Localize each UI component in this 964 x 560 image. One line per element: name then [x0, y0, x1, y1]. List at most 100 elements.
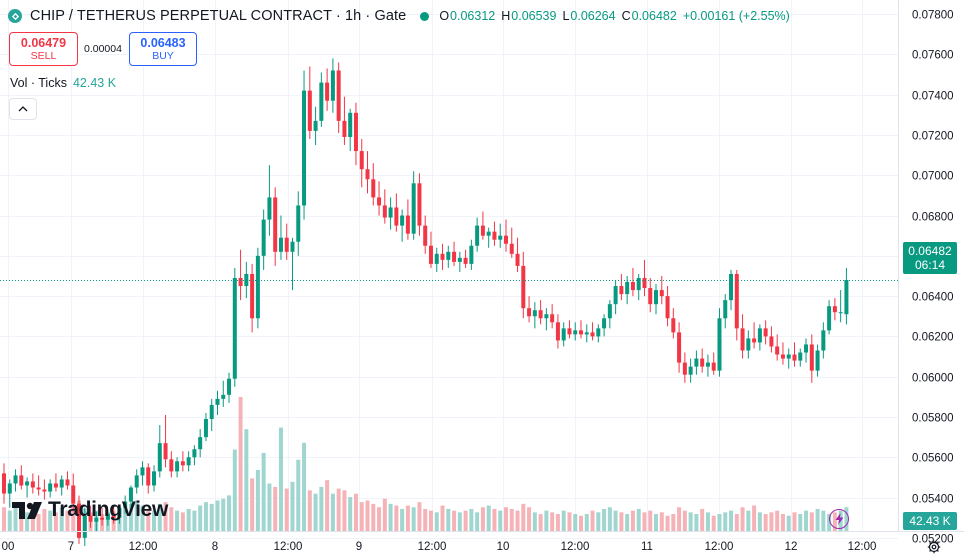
candle-body: [82, 515, 87, 538]
candle: [336, 62, 341, 133]
candle-body: [521, 265, 526, 309]
candle-body: [596, 328, 601, 337]
candle: [694, 350, 699, 375]
volume-bar: [503, 507, 508, 531]
candle: [717, 308, 722, 377]
volume-bar: [567, 512, 572, 531]
candle-body: [42, 489, 47, 492]
candle-body: [475, 225, 480, 246]
price-tick-label: 0.05400: [912, 494, 954, 506]
candle-body: [215, 398, 220, 405]
time-tick-label: 12: [785, 541, 798, 553]
flash-button[interactable]: [829, 509, 849, 529]
candle: [752, 322, 757, 349]
candle-body: [809, 344, 814, 371]
volume-legend[interactable]: Vol · Ticks 42.43 K: [10, 76, 116, 90]
collapse-legend-button[interactable]: [9, 98, 37, 120]
candle-body: [607, 304, 612, 319]
candle-body: [457, 257, 462, 262]
volume-bar: [705, 512, 710, 531]
candle: [636, 273, 641, 301]
last-price-value: 0.06482: [908, 244, 952, 258]
candle: [371, 163, 376, 206]
volume-bar: [296, 459, 301, 531]
candle: [117, 505, 122, 524]
candle-body: [365, 169, 370, 180]
symbol-logo-icon: [8, 9, 22, 23]
volume-bar: [775, 510, 780, 531]
candle-body: [423, 225, 428, 246]
volume-bar: [440, 505, 445, 531]
volume-bar: [53, 512, 58, 531]
price-tick-label: 0.06200: [912, 332, 954, 344]
time-tick-label: 7: [68, 541, 74, 553]
gear-icon: [927, 540, 941, 554]
price-tick-label: 0.07600: [912, 50, 954, 62]
candle-body: [561, 328, 566, 341]
volume-bar: [780, 514, 785, 531]
candle: [53, 473, 58, 492]
candle: [365, 151, 370, 194]
volume-bar: [590, 510, 595, 531]
volume-bar: [804, 510, 809, 531]
volume-bar: [480, 507, 485, 531]
candle: [602, 314, 607, 337]
candle-body: [642, 277, 647, 289]
volume-bar: [457, 512, 462, 531]
volume-bar: [596, 512, 601, 531]
volume-bar: [579, 515, 583, 531]
candle-body: [838, 312, 843, 314]
candle-body: [128, 487, 133, 502]
candle: [665, 286, 670, 327]
candle: [163, 414, 168, 468]
candle: [827, 300, 832, 335]
candle: [469, 239, 474, 270]
candle-body: [757, 328, 762, 343]
candle: [348, 108, 353, 152]
candle-body: [567, 328, 572, 335]
candle-body: [677, 332, 682, 363]
candle: [82, 507, 87, 546]
candle: [654, 284, 659, 315]
candle: [261, 209, 266, 270]
candle: [550, 304, 555, 329]
candle: [832, 298, 837, 321]
candle-body: [7, 483, 12, 494]
chart-settings-button[interactable]: [926, 539, 942, 555]
brand-name: TradingView: [48, 498, 169, 521]
candle-body: [486, 231, 491, 236]
volume-bar: [688, 512, 693, 531]
volume-bar: [284, 488, 289, 531]
candle: [250, 263, 255, 333]
volume-bar: [238, 397, 243, 531]
sell-button[interactable]: 0.06479 SELL: [9, 32, 78, 66]
buy-button[interactable]: 0.06483 BUY: [129, 32, 197, 66]
candle-body: [382, 205, 387, 218]
ohlc-close: 0.06482: [631, 9, 677, 23]
candle: [763, 320, 768, 345]
candle-body: [827, 306, 832, 331]
volume-bar: [492, 508, 497, 531]
ohlc-high-label: H: [501, 9, 511, 23]
candle-body: [238, 277, 243, 287]
candle-body: [307, 90, 312, 131]
chart-header: CHIP / TETHERUS PERPETUAL CONTRACT · 1h …: [8, 6, 790, 26]
tradingview-logo[interactable]: TradingView: [12, 498, 168, 522]
symbol-title[interactable]: CHIP / TETHERUS PERPETUAL CONTRACT · 1h …: [30, 8, 407, 24]
volume-bar: [348, 497, 353, 531]
volume-bar: [711, 515, 716, 531]
volume-bar: [532, 512, 537, 531]
candle: [255, 247, 260, 329]
candle: [13, 469, 18, 492]
volume-bar: [319, 486, 324, 531]
candle-body: [296, 205, 301, 242]
candle: [711, 352, 716, 375]
candle: [671, 308, 676, 339]
candle: [457, 251, 462, 272]
volume-bar: [538, 514, 543, 531]
candle-body: [446, 251, 451, 260]
volume-bar: [377, 507, 382, 531]
candle: [584, 324, 589, 343]
candle: [515, 237, 520, 272]
